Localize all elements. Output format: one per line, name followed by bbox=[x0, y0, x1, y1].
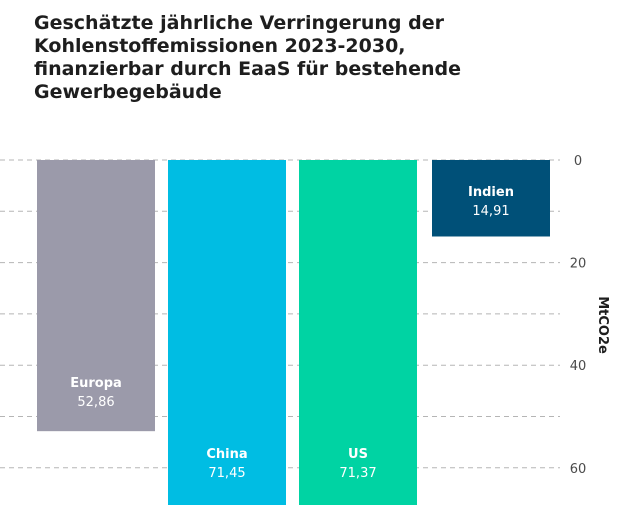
bar-value-china: 71,45 bbox=[208, 466, 245, 481]
y-tick-label: 60 bbox=[570, 462, 587, 477]
bar-value-us: 71,37 bbox=[339, 466, 376, 481]
chart-title-line-2: Kohlenstoffemissionen 2023-2030, bbox=[34, 35, 406, 57]
bar-label-europa: Europa bbox=[70, 376, 122, 391]
bar-china bbox=[168, 160, 286, 505]
bar-label-indien: Indien bbox=[468, 185, 514, 200]
chart-title-line-1: Geschätzte jährliche Verringerung der bbox=[34, 12, 444, 34]
bar-label-us: US bbox=[348, 447, 368, 462]
bar-us bbox=[299, 160, 417, 505]
bar-value-europa: 52,86 bbox=[77, 395, 114, 410]
bar-europa bbox=[37, 160, 155, 432]
chart-title: Geschätzte jährliche Verringerung der Ko… bbox=[34, 12, 594, 104]
bar-indien bbox=[432, 160, 550, 237]
bars: Europa 52,86 China 71,45 US 71,37 Indien 14,91 bbox=[37, 160, 550, 505]
y-tick-label: 20 bbox=[570, 257, 587, 272]
bar-label-china: China bbox=[206, 447, 247, 462]
y-axis: MtCO2e 0 20 40 60 bbox=[570, 154, 610, 477]
chart-title-line-3: finanzierbar durch EaaS für bestehende bbox=[34, 58, 461, 80]
chart-title-line-4: Gewerbegebäude bbox=[34, 81, 222, 103]
y-tick-label: 40 bbox=[570, 359, 587, 374]
y-axis-title: MtCO2e bbox=[595, 296, 610, 354]
y-tick-label: 0 bbox=[574, 154, 582, 169]
bar-value-indien: 14,91 bbox=[472, 204, 509, 219]
